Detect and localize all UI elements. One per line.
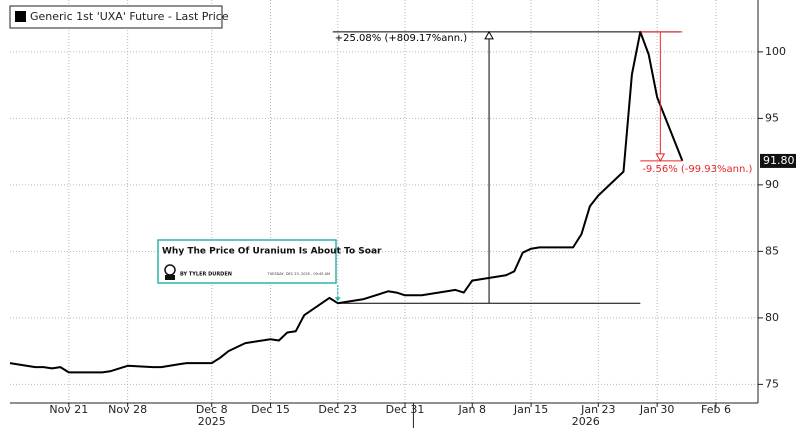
article-byline: BY TYLER DURDEN xyxy=(180,272,232,278)
author-icon-body xyxy=(165,275,175,280)
author-icon xyxy=(164,264,176,276)
x-year-label: 2026 xyxy=(572,415,600,428)
article-title: Why The Price Of Uranium Is About To Soa… xyxy=(162,247,382,257)
article-pointer-head xyxy=(334,297,341,302)
y-tick-label: 80 xyxy=(765,311,779,324)
y-tick-label: 90 xyxy=(765,178,779,191)
arrow-head xyxy=(655,153,666,162)
x-tick-label: Nov 28 xyxy=(108,403,147,416)
legend-swatch xyxy=(15,11,26,22)
article-card xyxy=(157,239,337,284)
y-tick-label: 95 xyxy=(765,111,779,124)
last-price-box xyxy=(760,153,796,168)
x-tick-label: Dec 23 xyxy=(318,403,357,416)
y-tick-label: 85 xyxy=(765,244,779,257)
x-tick-label: Feb 6 xyxy=(701,403,731,416)
x-tick-label: Nov 21 xyxy=(49,403,88,416)
x-tick-label: Dec 15 xyxy=(251,403,290,416)
x-tick-label: Jan 15 xyxy=(513,403,548,416)
x-tick-label: Jan 8 xyxy=(458,403,486,416)
x-tick-label: Dec 31 xyxy=(386,403,425,416)
last-price-label: 91.80 xyxy=(763,154,795,167)
x-tick-label: Jan 23 xyxy=(580,403,615,416)
legend-label: Generic 1st 'UXA' Future - Last Price xyxy=(30,10,229,23)
x-tick-label: Jan 30 xyxy=(639,403,674,416)
measure-label: -9.56% (-99.93%ann.) xyxy=(642,164,752,175)
x-year-label: 2025 xyxy=(198,415,226,428)
legend-box xyxy=(9,5,223,29)
arrow-head xyxy=(484,30,494,40)
y-tick-label: 100 xyxy=(765,45,786,58)
measure-label: +25.08% (+809.17%ann.) xyxy=(335,33,467,44)
x-tick-label: Dec 8 xyxy=(196,403,228,416)
y-tick-label: 75 xyxy=(765,377,779,390)
article-date: TUESDAY, DEC 23, 2025 - 09:45 AM xyxy=(267,272,330,276)
